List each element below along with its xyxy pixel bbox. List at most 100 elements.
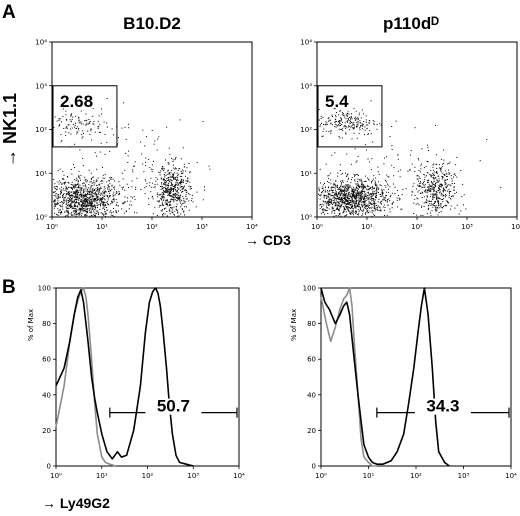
scatter-point: [328, 120, 330, 122]
scatter-point: [99, 190, 100, 192]
scatter-point: [384, 185, 386, 187]
scatter-point: [62, 196, 64, 198]
scatter-point: [172, 196, 174, 198]
scatter-point: [191, 198, 193, 200]
scatter-point: [183, 210, 185, 212]
scatter-point: [368, 202, 370, 204]
scatter-point: [346, 206, 348, 208]
scatter-point: [358, 179, 360, 181]
scatter-point: [107, 187, 109, 189]
scatter-point: [454, 183, 455, 184]
scatter-point: [359, 120, 361, 122]
scatter-point: [172, 160, 174, 162]
scatter-point: [56, 186, 58, 188]
scatter-point: [166, 211, 168, 212]
scatter-point: [344, 201, 346, 203]
scatter-point: [421, 192, 423, 194]
scatter-point: [114, 194, 116, 196]
scatter-point: [65, 189, 67, 191]
scatter-point: [350, 212, 352, 214]
scatter-point: [164, 213, 166, 215]
scatter-point: [162, 188, 164, 190]
scatter-point: [92, 187, 94, 189]
scatter-point: [440, 167, 442, 169]
scatter-point: [122, 202, 124, 204]
scatter-point: [433, 178, 435, 180]
scatter-point: [74, 193, 76, 195]
scatter-point: [140, 141, 141, 143]
scatter-point: [344, 192, 346, 194]
x-axis-label: → CD3: [245, 232, 291, 248]
scatter-point: [178, 195, 180, 197]
scatter-point: [103, 203, 105, 205]
scatter-point: [372, 188, 374, 190]
scatter-point: [344, 208, 346, 210]
scatter-point: [334, 193, 336, 195]
scatter-point: [160, 178, 162, 180]
scatter-point: [329, 190, 331, 191]
scatter-point: [357, 119, 359, 120]
scatter-point: [68, 200, 70, 202]
scatter-point: [89, 201, 90, 202]
scatter-point: [431, 184, 433, 186]
scatter-point: [90, 202, 92, 204]
scatter-point: [166, 189, 168, 191]
scatter-point: [361, 192, 363, 194]
scatter-point: [83, 204, 85, 206]
scatter-point: [348, 120, 350, 122]
scatter-point: [365, 203, 367, 205]
scatter-point: [428, 201, 430, 203]
scatter-point: [67, 207, 69, 209]
scatter-point: [343, 115, 345, 117]
scatter-point: [361, 183, 363, 185]
scatter-point: [115, 210, 117, 212]
scatter-point: [173, 187, 175, 189]
scatter-point: [82, 196, 84, 198]
scatter-point: [71, 212, 73, 214]
scatter-point: [100, 187, 102, 189]
scatter-point: [71, 195, 73, 197]
scatter-point: [329, 204, 331, 206]
x-tick-label: 10¹: [96, 472, 108, 480]
scatter-point: [69, 119, 71, 121]
scatter-point: [372, 180, 373, 182]
scatter-point: [181, 181, 183, 183]
scatter-point: [369, 211, 371, 213]
scatter-point: [348, 125, 349, 127]
scatter-point: [345, 194, 347, 196]
scatter-point: [440, 204, 442, 206]
scatter-point: [360, 186, 362, 188]
scatter-point: [340, 129, 342, 131]
scatter-point: [341, 182, 342, 184]
scatter-point: [67, 210, 69, 212]
scatter-point: [102, 197, 104, 199]
scatter-point: [364, 186, 366, 188]
scatter-point: [321, 122, 322, 124]
scatter-point: [367, 199, 369, 201]
scatter-point: [85, 120, 87, 122]
scatter-point: [331, 124, 333, 126]
scatter-point: [363, 194, 365, 196]
scatter-point: [77, 196, 79, 197]
scatter-point: [103, 202, 105, 204]
scatter-point: [338, 199, 340, 201]
plot-title: p110dᴰ: [383, 14, 439, 33]
scatter-point: [343, 185, 345, 187]
scatter-point: [65, 195, 67, 197]
scatter-point: [358, 195, 360, 197]
scatter-point: [438, 202, 440, 204]
scatter-point: [102, 201, 104, 203]
scatter-point: [69, 128, 71, 130]
scatter-point: [154, 140, 156, 142]
scatter-point: [85, 184, 86, 186]
scatter-point: [162, 208, 163, 210]
scatter-point: [81, 209, 83, 211]
scatter-point: [178, 184, 180, 186]
scatter-point: [78, 176, 79, 178]
scatter-point: [381, 200, 382, 202]
scatter-point: [122, 203, 124, 205]
scatter-point: [354, 205, 355, 207]
scatter-point: [444, 183, 446, 185]
scatter-point: [436, 172, 438, 174]
scatter-point: [158, 206, 160, 208]
